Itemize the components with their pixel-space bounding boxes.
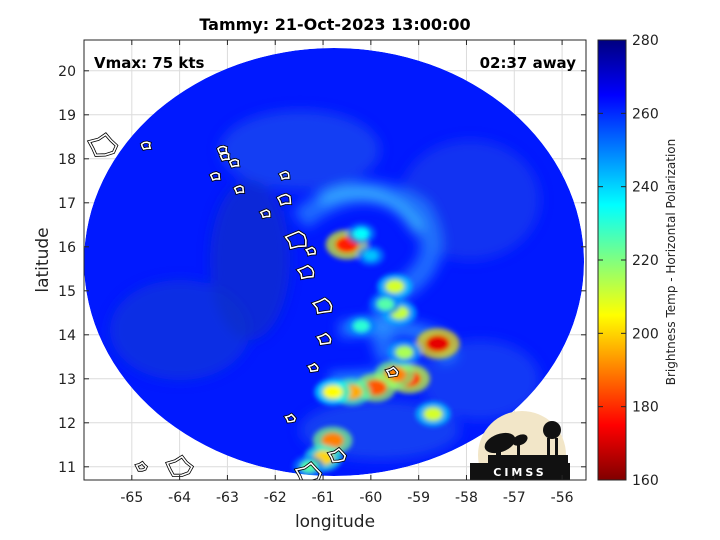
colorbar-tick-label: 160 — [632, 473, 659, 489]
colorbar-tick-label: 180 — [632, 400, 659, 416]
y-tick-label: 15 — [58, 284, 76, 300]
colorbar: 160 180 200 220 240 260 280 Brightness Temp - … — [598, 33, 678, 489]
convective-feature — [426, 335, 450, 352]
y-axis-label: latitude — [33, 227, 53, 292]
convective-feature — [395, 346, 414, 359]
colorbar-label: Brightness Temp - Horizontal Polarizatio… — [664, 139, 678, 386]
convective-feature — [353, 228, 369, 240]
y-tick-label: 19 — [58, 108, 76, 124]
logo-text: CIMSS — [493, 466, 546, 479]
y-tick-label: 11 — [58, 460, 76, 476]
convective-feature — [353, 320, 370, 332]
y-tick-label: 18 — [58, 152, 76, 168]
x-tick-label: -56 — [551, 490, 574, 506]
x-tick-label: -63 — [216, 490, 239, 506]
x-axis-label: longitude — [295, 512, 375, 532]
y-tick-label: 14 — [58, 328, 76, 344]
convective-feature — [423, 407, 442, 421]
chart-title: Tammy: 21-Oct-2023 13:00:00 — [199, 15, 470, 34]
x-tick-label: -64 — [168, 490, 191, 506]
x-tick-label: -57 — [503, 490, 526, 506]
colorbar-tick-label: 280 — [632, 33, 659, 49]
convective-feature — [377, 298, 394, 311]
y-tick-label: 17 — [58, 196, 76, 212]
colorbar-tick-label: 260 — [632, 106, 659, 122]
x-tick-label: -61 — [312, 490, 335, 506]
x-tick-label: -62 — [264, 490, 287, 506]
colorbar-tick-label: 220 — [632, 253, 659, 269]
x-tick-label: -60 — [359, 490, 382, 506]
x-tick-label: -65 — [120, 490, 143, 506]
y-tick-label: 20 — [58, 64, 76, 80]
x-tick-label: -59 — [407, 490, 430, 506]
y-tick-label: 13 — [58, 372, 76, 388]
y-tick-label: 12 — [58, 416, 76, 432]
convective-feature — [323, 385, 343, 399]
colorbar-tick-label: 240 — [632, 180, 659, 196]
convective-feature — [385, 279, 404, 293]
colorbar-tick-label: 200 — [632, 326, 659, 342]
vmax-annotation: Vmax: 75 kts — [94, 54, 204, 72]
x-tick-label: -58 — [455, 490, 478, 506]
y-tick-label: 16 — [58, 240, 76, 256]
time-away-annotation: 02:37 away — [480, 54, 577, 72]
convective-feature — [363, 250, 378, 261]
plot-area: Vmax: 75 kts 02:37 away CIMSS — [84, 40, 586, 499]
